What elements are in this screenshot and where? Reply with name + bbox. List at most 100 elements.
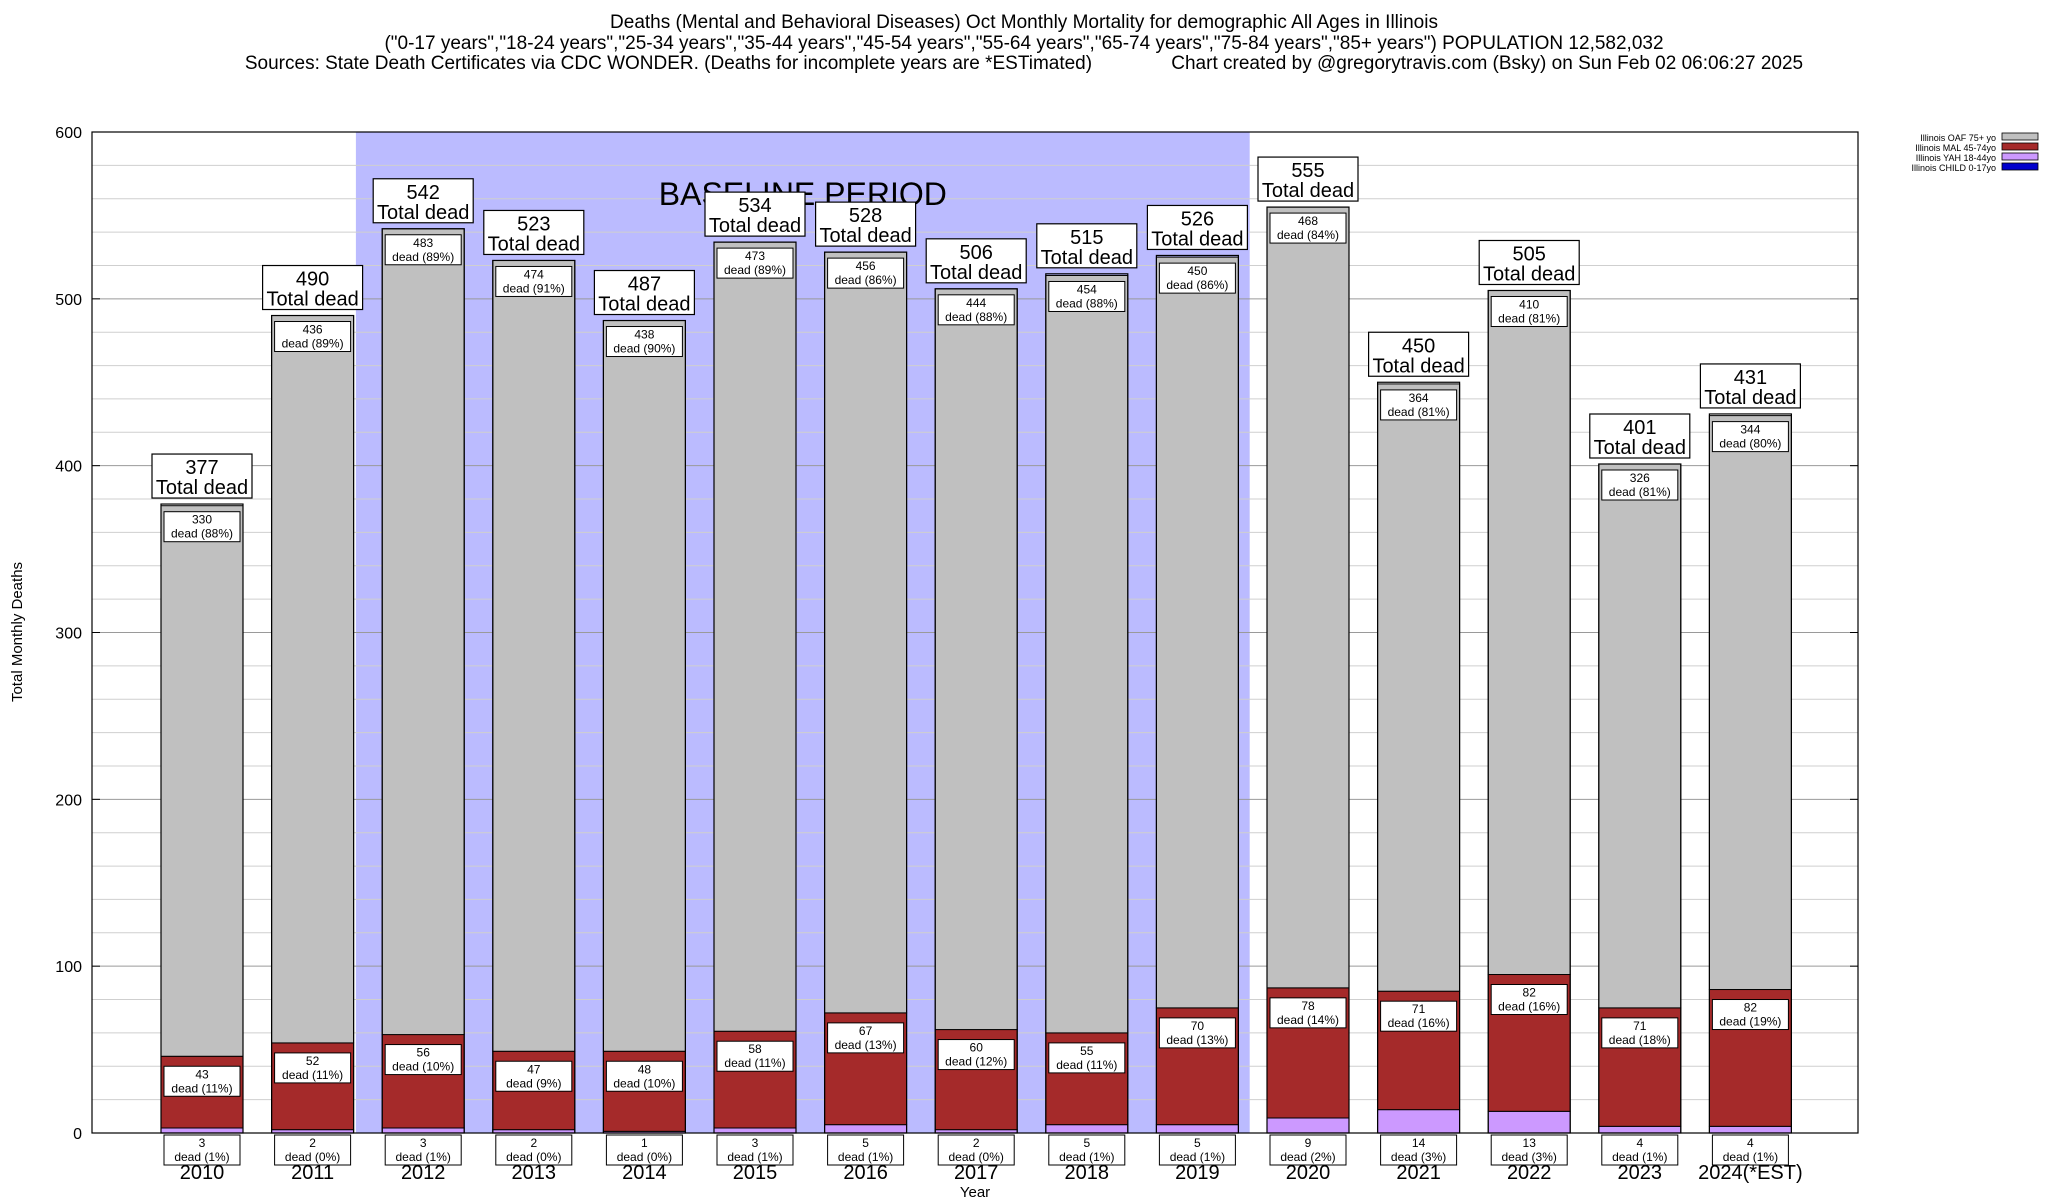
yah-label-box bbox=[1601, 1134, 1679, 1166]
yah-label-pct: dead (0%) bbox=[949, 1150, 1004, 1164]
yah-label-pct: dead (0%) bbox=[506, 1150, 561, 1164]
oaf-label-box bbox=[1380, 389, 1458, 421]
yah-label-box bbox=[274, 1134, 352, 1166]
bar-segment bbox=[824, 251, 908, 1014]
mal-label-box bbox=[1601, 1017, 1679, 1049]
mal-label-value: 71 bbox=[1412, 1002, 1426, 1016]
mal-label-box bbox=[605, 1060, 683, 1092]
yah-label-value: 5 bbox=[1194, 1136, 1201, 1150]
yah-label-box bbox=[1269, 1134, 1347, 1166]
mal-label-value: 82 bbox=[1523, 986, 1537, 1000]
x-tick-label: 2024(*EST) bbox=[1698, 1162, 1803, 1184]
yah-label-box bbox=[937, 1134, 1015, 1166]
total-suffix: Total dead bbox=[819, 225, 911, 247]
oaf-label-pct: dead (81%) bbox=[1388, 405, 1450, 419]
yah-label-pct: dead (1%) bbox=[1723, 1150, 1778, 1164]
yah-label-pct: dead (1%) bbox=[1612, 1150, 1667, 1164]
mal-label-box bbox=[163, 1065, 241, 1097]
bar-segment bbox=[1377, 383, 1461, 992]
oaf-label-box bbox=[937, 294, 1015, 326]
total-label-box bbox=[372, 178, 474, 224]
x-tick-label: 2021 bbox=[1396, 1162, 1441, 1184]
total-label-box bbox=[1367, 331, 1470, 377]
total-label-box bbox=[1589, 413, 1691, 459]
x-tick-label: 2023 bbox=[1618, 1162, 1663, 1184]
mal-label-box bbox=[384, 1044, 462, 1076]
yah-label-pct: dead (0%) bbox=[285, 1150, 340, 1164]
mal-label-box bbox=[1158, 1017, 1236, 1049]
yah-label-pct: dead (1%) bbox=[396, 1150, 451, 1164]
legend-swatch bbox=[2001, 132, 2039, 141]
total-label-box bbox=[814, 201, 917, 247]
mal-label-value: 52 bbox=[306, 1054, 320, 1068]
oaf-label-value: 474 bbox=[524, 267, 544, 281]
total-value: 534 bbox=[738, 195, 771, 217]
oaf-label-value: 326 bbox=[1630, 471, 1650, 485]
oaf-label-box bbox=[605, 326, 683, 358]
total-suffix: Total dead bbox=[377, 202, 469, 224]
bar-segment bbox=[1598, 1125, 1682, 1134]
x-tick-label: 2015 bbox=[733, 1162, 778, 1184]
mal-label-value: 43 bbox=[195, 1067, 209, 1081]
total-value: 526 bbox=[1181, 208, 1214, 230]
total-value: 542 bbox=[407, 182, 440, 204]
oaf-label-box bbox=[1601, 469, 1679, 501]
legend-label: Illinois CHILD 0-17yo bbox=[1911, 163, 1996, 173]
mal-label-box bbox=[937, 1039, 1015, 1071]
oaf-label-pct: dead (89%) bbox=[282, 337, 344, 351]
x-tick-label: 2011 bbox=[291, 1162, 334, 1184]
total-label-box bbox=[151, 453, 253, 499]
chart-sources: Sources: State Death Certificates via CD… bbox=[244, 53, 1093, 74]
oaf-label-pct: dead (84%) bbox=[1277, 228, 1339, 242]
mal-label-pct: dead (11%) bbox=[1056, 1058, 1117, 1072]
total-value: 555 bbox=[1291, 160, 1324, 182]
total-label-box bbox=[1146, 204, 1249, 251]
total-suffix: Total dead bbox=[1483, 263, 1575, 285]
mal-label-box bbox=[1711, 999, 1789, 1031]
bar-segment bbox=[1266, 206, 1350, 989]
x-axis-label: Year bbox=[960, 1184, 990, 1200]
yah-label-box bbox=[1048, 1134, 1126, 1166]
yah-label-value: 9 bbox=[1305, 1136, 1312, 1150]
oaf-label-pct: dead (91%) bbox=[503, 281, 565, 295]
bar-segment bbox=[160, 1127, 244, 1134]
yah-label-box bbox=[1380, 1134, 1458, 1166]
oaf-label-box bbox=[274, 321, 352, 353]
yah-label-value: 5 bbox=[862, 1136, 869, 1150]
oaf-label-value: 364 bbox=[1409, 391, 1429, 405]
mal-label-pct: dead (18%) bbox=[1609, 1033, 1671, 1047]
total-value: 506 bbox=[960, 242, 993, 264]
oaf-label-pct: dead (86%) bbox=[835, 273, 897, 287]
oaf-label-pct: dead (89%) bbox=[724, 263, 786, 277]
mal-label-pct: dead (16%) bbox=[1388, 1016, 1450, 1030]
total-suffix: Total dead bbox=[1594, 437, 1686, 459]
total-label-box bbox=[593, 269, 696, 316]
mal-label-value: 56 bbox=[417, 1046, 431, 1060]
oaf-label-value: 444 bbox=[966, 296, 986, 310]
yah-label-value: 2 bbox=[973, 1136, 980, 1150]
oaf-label-box bbox=[1711, 421, 1789, 453]
total-label-box bbox=[1699, 363, 1802, 409]
chart-credit: Chart created by @gregorytravis.com (Bsk… bbox=[1171, 53, 1804, 74]
oaf-label-pct: dead (89%) bbox=[392, 250, 454, 264]
oaf-label-pct: dead (88%) bbox=[171, 527, 233, 541]
bar-segment bbox=[381, 228, 465, 1036]
bar-segment bbox=[713, 241, 797, 1032]
total-label-box bbox=[1257, 156, 1359, 202]
total-label-box bbox=[704, 191, 806, 237]
bar-segment bbox=[1708, 1125, 1792, 1134]
y-axis-label: Total Monthly Deaths bbox=[9, 562, 26, 702]
y-tick-label: 100 bbox=[55, 959, 82, 976]
oaf-label-pct: dead (80%) bbox=[1719, 437, 1781, 451]
mal-label-pct: dead (11%) bbox=[282, 1068, 343, 1082]
total-label-box bbox=[262, 264, 364, 311]
x-tick-label: 2016 bbox=[843, 1162, 888, 1184]
x-tick-label: 2017 bbox=[954, 1162, 999, 1184]
yah-label-box bbox=[605, 1134, 683, 1166]
mal-label-box bbox=[1048, 1042, 1126, 1074]
total-value: 490 bbox=[296, 269, 329, 291]
